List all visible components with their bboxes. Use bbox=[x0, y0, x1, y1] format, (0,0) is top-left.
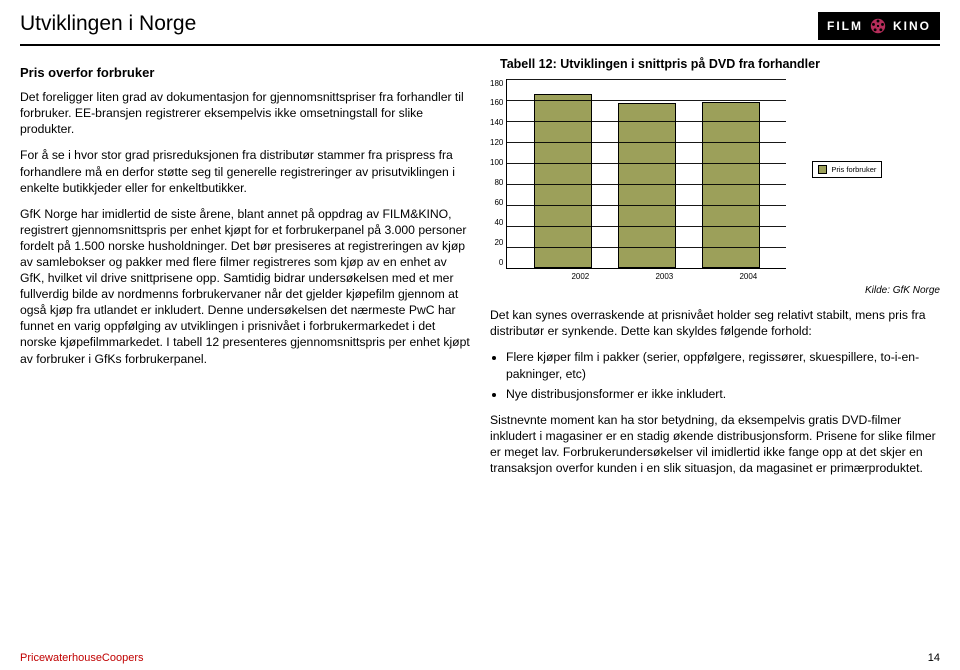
footer-company: PricewaterhouseCoopers bbox=[20, 652, 144, 664]
y-tick-label: 160 bbox=[490, 98, 503, 109]
left-subheading: Pris overfor forbruker bbox=[20, 64, 470, 81]
y-tick-label: 180 bbox=[490, 79, 503, 90]
chart-plot bbox=[506, 79, 786, 269]
left-paragraph-2: For å se i hvor stor grad prisreduksjone… bbox=[20, 147, 470, 195]
y-tick-label: 40 bbox=[494, 218, 503, 229]
left-column: Pris overfor forbruker Det foreligger li… bbox=[20, 56, 470, 486]
left-paragraph-3: GfK Norge har imidlertid de siste årene,… bbox=[20, 206, 470, 367]
grid-line bbox=[507, 142, 786, 143]
grid-line bbox=[507, 79, 786, 80]
x-tick-label: 2003 bbox=[655, 272, 673, 283]
chart-y-axis: 180 160 140 120 100 80 60 40 20 0 bbox=[490, 79, 506, 269]
right-paragraph-2: Sistnevnte moment kan ha stor betydning,… bbox=[490, 412, 940, 476]
legend-swatch bbox=[818, 165, 827, 174]
x-tick-label: 2002 bbox=[571, 272, 589, 283]
brand-logo: FILM KINO bbox=[818, 12, 940, 40]
chart-bar bbox=[618, 103, 676, 268]
chart-source: Kilde: GfK Norge bbox=[490, 284, 940, 297]
grid-line bbox=[507, 121, 786, 122]
grid-line bbox=[507, 226, 786, 227]
reel-icon bbox=[869, 17, 887, 35]
chart-legend: Pris forbruker bbox=[812, 161, 882, 179]
right-column: Tabell 12: Utviklingen i snittpris på DV… bbox=[490, 56, 940, 486]
y-tick-label: 140 bbox=[490, 118, 503, 129]
page-title: Utviklingen i Norge bbox=[20, 12, 196, 36]
chart-block: Tabell 12: Utviklingen i snittpris på DV… bbox=[490, 56, 940, 297]
logo-text-right: KINO bbox=[893, 19, 931, 33]
footer-page-number: 14 bbox=[928, 652, 940, 664]
grid-line bbox=[507, 205, 786, 206]
chart-title: Tabell 12: Utviklingen i snittpris på DV… bbox=[500, 56, 940, 73]
y-tick-label: 80 bbox=[494, 178, 503, 189]
header-rule bbox=[20, 44, 940, 46]
grid-line bbox=[507, 247, 786, 248]
y-tick-label: 60 bbox=[494, 198, 503, 209]
bullet-item: Flere kjøper film i pakker (serier, oppf… bbox=[506, 349, 940, 381]
grid-line bbox=[507, 163, 786, 164]
grid-line bbox=[507, 184, 786, 185]
right-bullets: Flere kjøper film i pakker (serier, oppf… bbox=[490, 349, 940, 401]
y-tick-label: 20 bbox=[494, 238, 503, 249]
chart-x-axis: 2002 2003 2004 bbox=[524, 269, 804, 283]
y-tick-label: 120 bbox=[490, 138, 503, 149]
right-paragraph-1: Det kan synes overraskende at prisnivået… bbox=[490, 307, 940, 339]
x-tick-label: 2004 bbox=[739, 272, 757, 283]
y-tick-label: 0 bbox=[499, 258, 503, 269]
bullet-item: Nye distribusjonsformer er ikke inkluder… bbox=[506, 386, 940, 402]
logo-text-left: FILM bbox=[827, 19, 863, 33]
left-paragraph-1: Det foreligger liten grad av dokumentasj… bbox=[20, 89, 470, 137]
legend-label: Pris forbruker bbox=[831, 165, 876, 175]
y-tick-label: 100 bbox=[490, 158, 503, 169]
grid-line bbox=[507, 100, 786, 101]
